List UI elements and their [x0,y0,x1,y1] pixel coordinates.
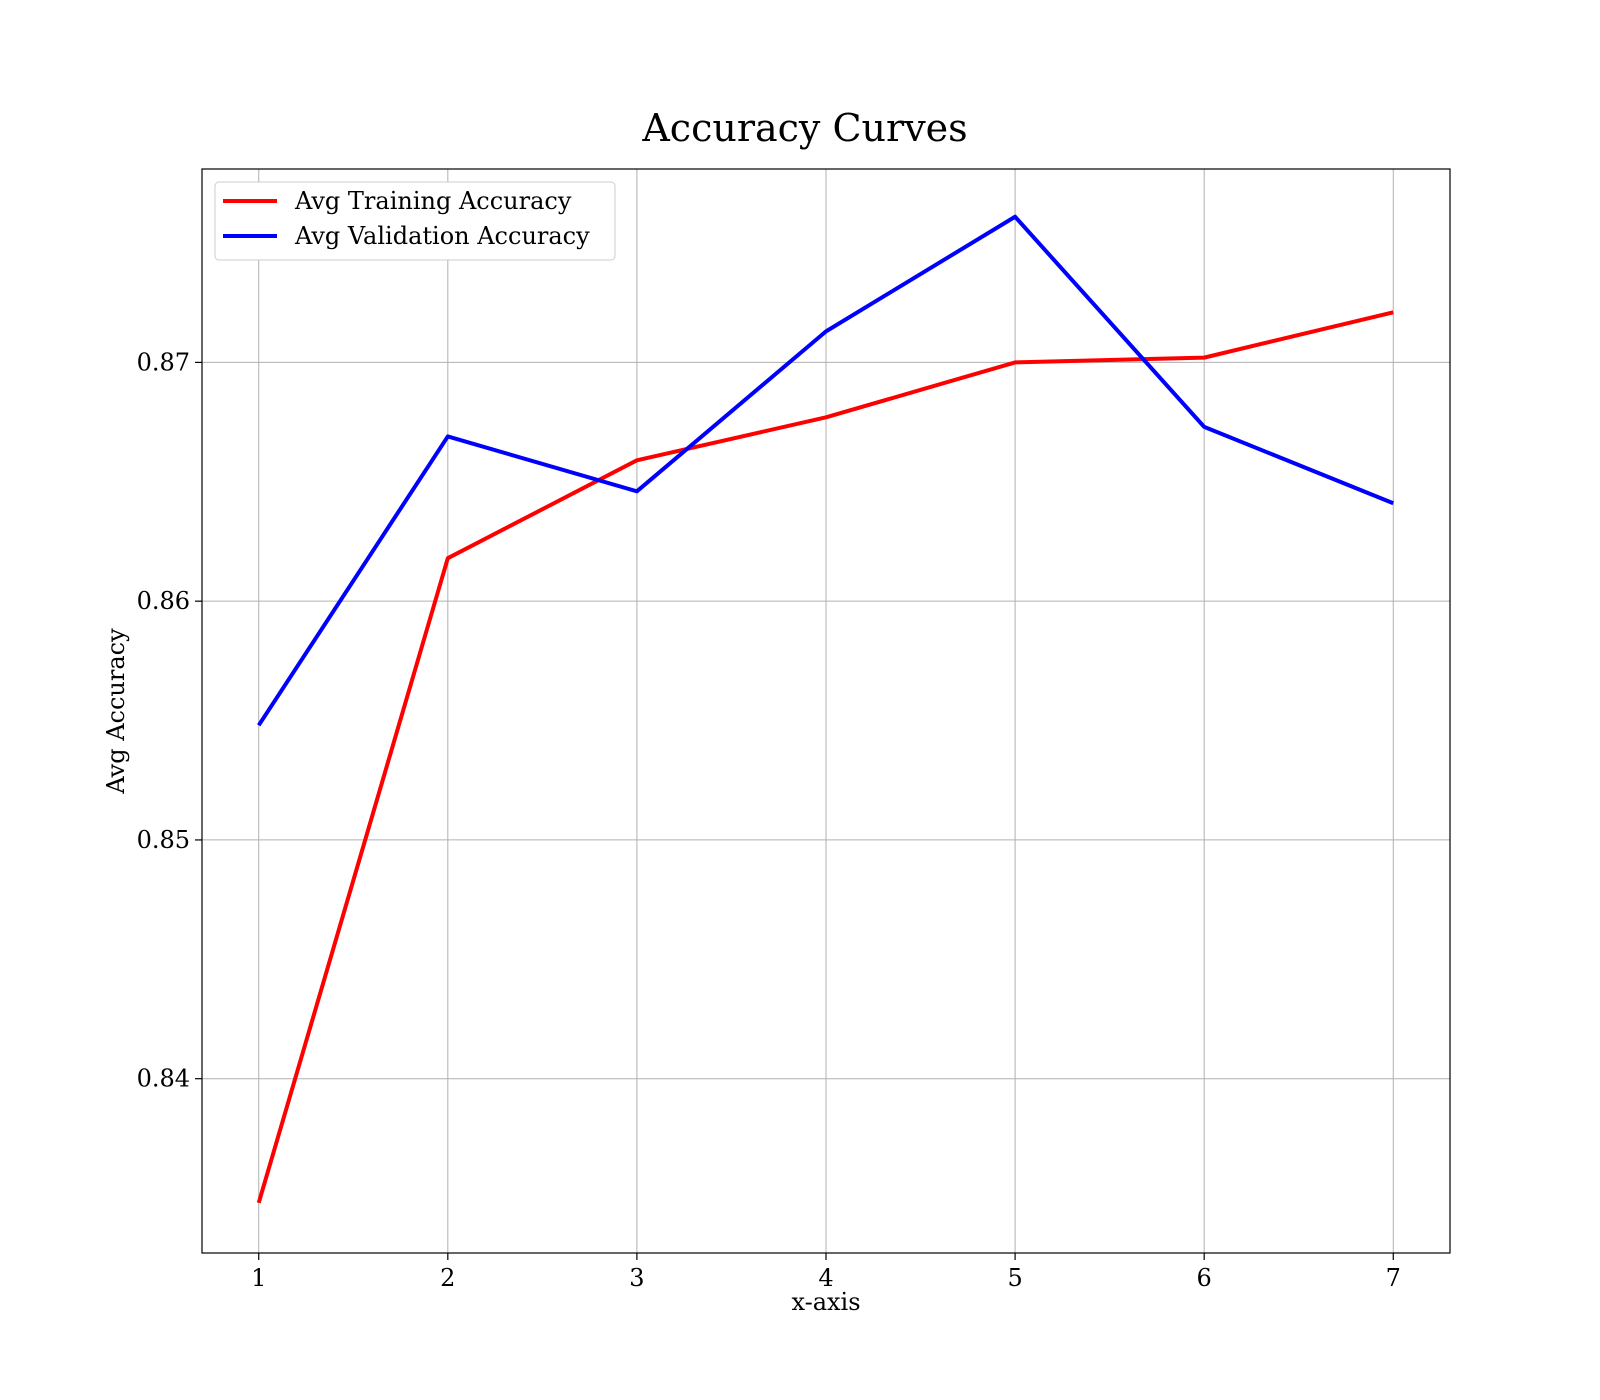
x-axis-label: x-axis [791,1288,860,1316]
legend-label: Avg Validation Accuracy [294,222,590,250]
legend: Avg Training Accuracy Avg Validation Accu… [214,181,616,261]
x-tick-label: 1 [251,1264,266,1292]
y-tick-label: 0.87 [137,348,190,376]
x-tick-label: 4 [818,1264,833,1292]
y-tick-label: 0.85 [137,826,190,854]
series-line-validation [257,214,1395,727]
y-tick-label: 0.86 [137,587,190,615]
x-tick-label: 2 [440,1264,455,1292]
x-tick-label: 7 [1386,1264,1401,1292]
legend-label: Avg Training Accuracy [294,187,572,215]
legend-box [214,181,616,261]
grid-layer [202,169,1450,1253]
series-layer [256,214,1395,1204]
x-tick-label: 6 [1197,1264,1212,1292]
y-tick-label: 0.84 [137,1065,190,1093]
tick-layer: 1 2 3 4 5 6 7 0.84 0.85 0.86 0.87 [137,348,1401,1292]
x-tick-label: 5 [1007,1264,1022,1292]
y-axis-label: Avg Accuracy [102,628,130,795]
series-line-training [256,310,1394,1204]
chart-title: Accuracy Curves [641,106,967,150]
x-tick-label: 3 [629,1264,644,1292]
